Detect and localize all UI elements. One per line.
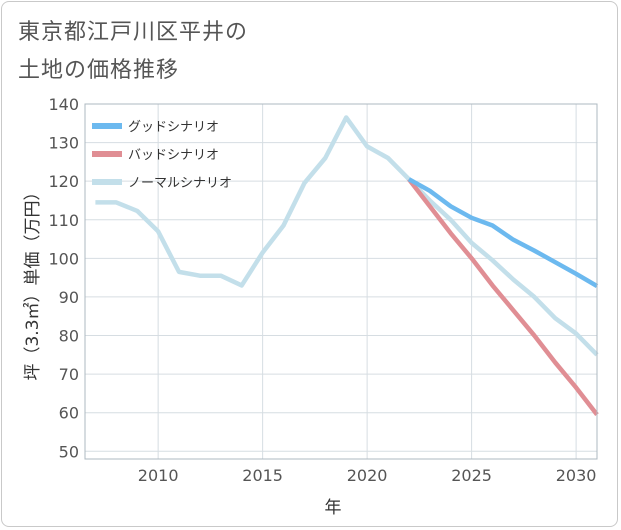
y-tick-label: 50 [59, 442, 79, 461]
x-tick-label: 2025 [451, 466, 492, 485]
y-axis-title: 坪（3.3㎡）単価（万円） [23, 183, 43, 380]
y-tick-label: 100 [48, 249, 79, 268]
x-axis-title: 年 [325, 498, 342, 518]
series-lines [95, 115, 599, 416]
x-tick-label: 2010 [138, 466, 179, 485]
x-tick-label: 2030 [556, 466, 597, 485]
series-line-2 [95, 115, 599, 357]
chart-title-line-2: 土地の価格推移 [18, 58, 180, 83]
axes: 50 60 70 80 90 100 110 120 130 140 2010 2015 2020 202… [48, 95, 598, 485]
y-tick-label: 110 [48, 211, 79, 230]
plot-area-border [84, 103, 598, 460]
y-tick-label: 60 [59, 404, 79, 423]
legend-label-0: グッドシナリオ [128, 120, 219, 135]
legend-label-1: バッドシナリオ [128, 148, 219, 163]
y-tick-label: 90 [59, 288, 79, 307]
y-tick-label: 70 [59, 365, 79, 384]
chart-title-line-1: 東京都江戸川区平井の [18, 20, 249, 45]
legend-label-2: ノーマルシナリオ [128, 176, 232, 191]
x-tick-label: 2020 [347, 466, 388, 485]
y-tick-label: 120 [48, 172, 79, 191]
y-tick-label: 140 [48, 95, 79, 114]
y-tick-label: 130 [48, 134, 79, 153]
grid [85, 103, 597, 459]
y-tick-label: 80 [59, 327, 79, 346]
series-line-0 [407, 177, 599, 289]
series-line-1 [407, 177, 599, 416]
x-tick-label: 2015 [242, 466, 283, 485]
